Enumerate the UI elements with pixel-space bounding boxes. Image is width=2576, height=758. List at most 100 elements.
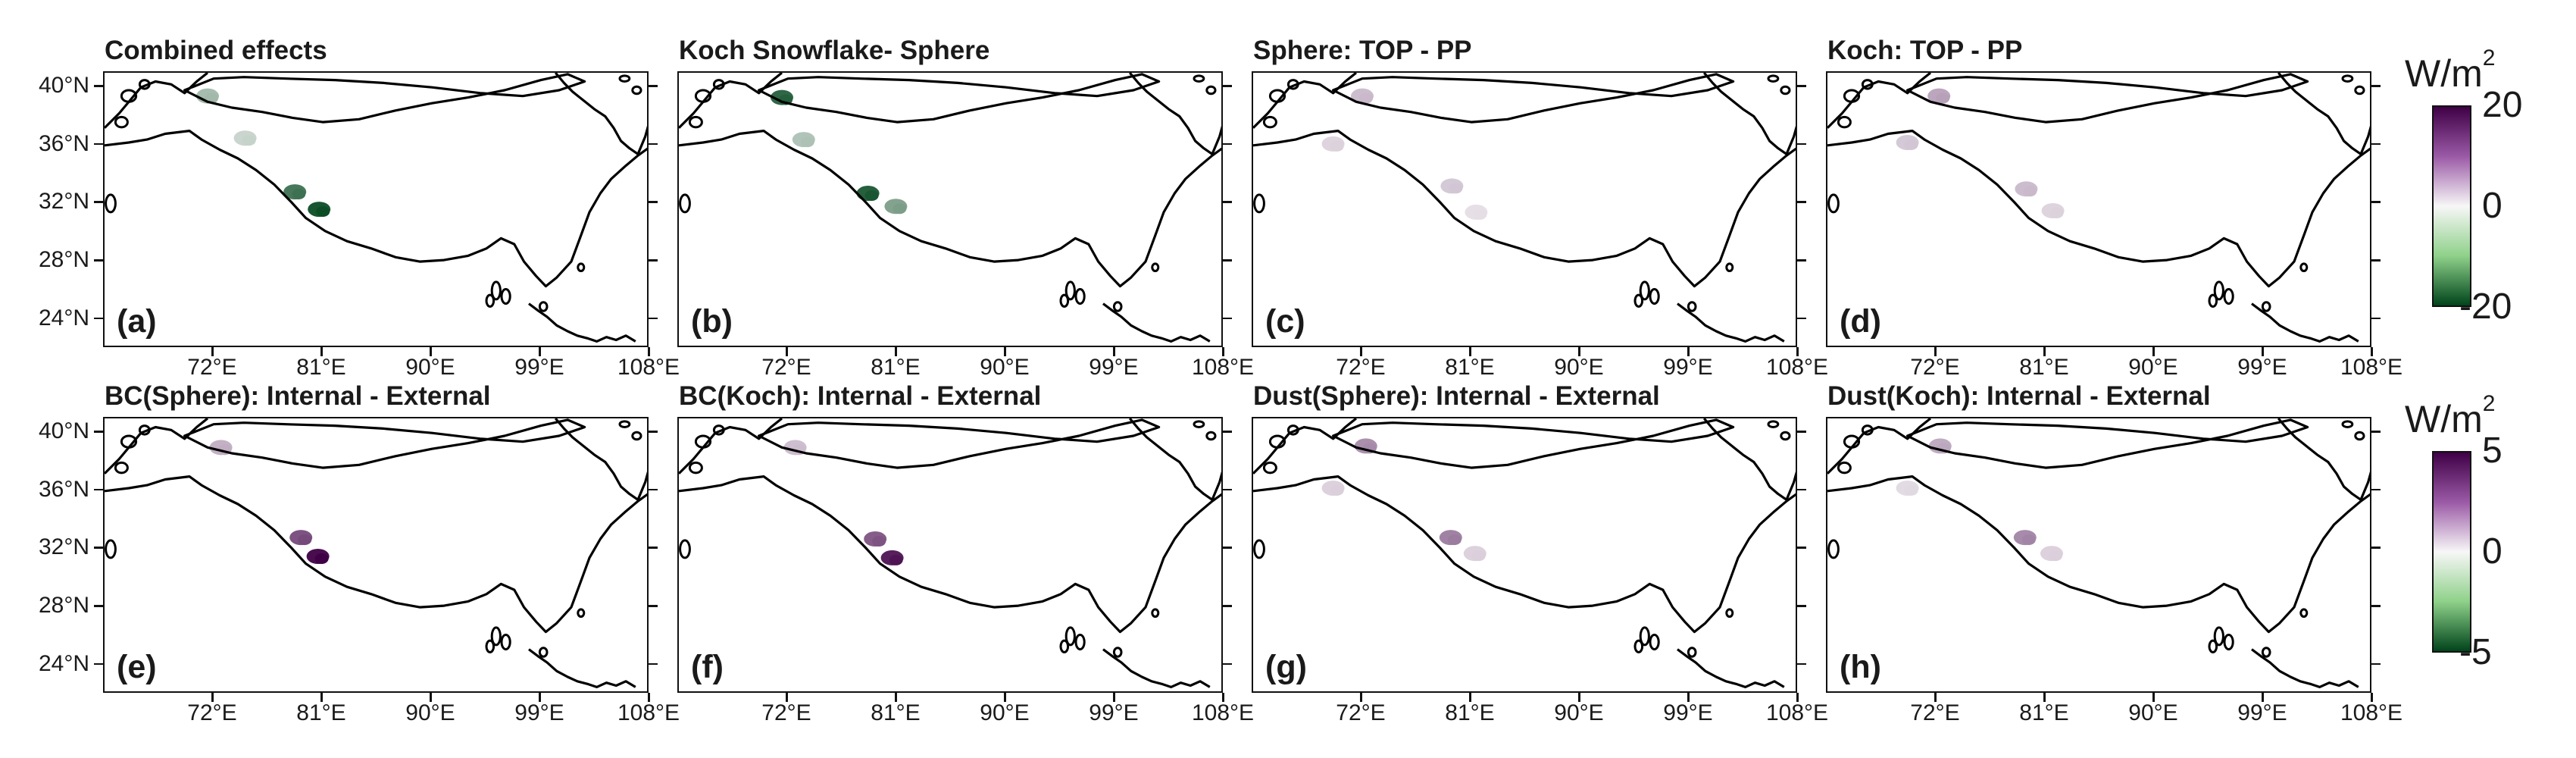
- coast-fragment: [1059, 639, 1070, 653]
- map-panel-g: (g): [1252, 417, 1797, 693]
- x-tick-label: 81°E: [2019, 355, 2069, 380]
- north-boundary: [1827, 418, 1931, 475]
- y-tick-mark: [1797, 605, 1806, 607]
- y-tick-mark: [94, 547, 103, 549]
- y-tick-mark: [2371, 201, 2381, 203]
- coast-fragment: [2261, 647, 2271, 658]
- patch-b-1: [792, 132, 815, 148]
- coast-fragment: [1780, 85, 1791, 96]
- coast-fragment: [490, 626, 502, 647]
- x-tick-label: 81°E: [296, 700, 346, 725]
- y-tick-mark: [2371, 259, 2381, 262]
- coast-fragment: [1112, 647, 1123, 658]
- coast-fragment: [1639, 626, 1650, 647]
- y-tick-mark: [94, 143, 103, 146]
- coast-fragment: [1837, 115, 1852, 129]
- basin-outline: [1332, 73, 1735, 124]
- plateau-boundary: [1827, 475, 2370, 634]
- basin-outline: [1906, 418, 2309, 469]
- plateau-boundary: [105, 475, 647, 634]
- x-tick-label: 90°E: [405, 700, 455, 725]
- coast-fragment: [105, 539, 117, 559]
- x-tick-mark: [1004, 693, 1006, 702]
- y-tick-mark: [1223, 85, 1232, 87]
- map-panel-f: (f): [677, 417, 1223, 693]
- coast-fragment: [1286, 424, 1299, 436]
- y-tick-mark: [94, 259, 103, 262]
- x-tick-label: 99°E: [2237, 355, 2287, 380]
- coast-fragment: [679, 193, 691, 214]
- coast-fragment: [2261, 301, 2271, 312]
- patch-h-2: [2013, 530, 2037, 546]
- x-tick-mark: [1469, 347, 1471, 356]
- coast-fragment: [1861, 79, 1874, 90]
- coast-fragment: [1151, 262, 1160, 273]
- patch-h-3: [2040, 546, 2063, 562]
- map-canvas: [1253, 73, 1796, 343]
- coast-fragment: [1687, 301, 1697, 312]
- x-tick-mark: [2371, 347, 2373, 356]
- north-boundary: [1827, 73, 1931, 129]
- y-tick-mark: [1797, 547, 1806, 549]
- plateau-boundary: [1253, 130, 1796, 288]
- patch-c-1: [1321, 136, 1345, 152]
- basin-outline: [758, 418, 1161, 469]
- colorbar-tick-label: 0: [2482, 531, 2503, 572]
- coast-fragment: [1262, 115, 1277, 129]
- southeast-boundary: [2251, 302, 2359, 343]
- x-tick-label: 90°E: [405, 355, 455, 380]
- x-tick-label: 99°E: [2237, 700, 2287, 725]
- x-tick-label: 81°E: [1445, 700, 1495, 725]
- coast-fragment: [1861, 424, 1874, 436]
- x-tick-mark: [1687, 347, 1690, 356]
- north-boundary: [105, 73, 208, 129]
- map-panel-c: (c): [1252, 71, 1797, 347]
- coast-fragment: [1767, 74, 1780, 83]
- north-boundary: [1253, 418, 1357, 475]
- patch-c-2: [1440, 178, 1464, 194]
- x-tick-label: 99°E: [1089, 355, 1139, 380]
- x-tick-label: 99°E: [514, 355, 564, 380]
- panel-title-g: Dust(Sphere): Internal - External: [1253, 381, 1660, 411]
- colorbar-tick-label: 20: [2482, 85, 2523, 125]
- y-tick-label: 40°N: [38, 418, 89, 444]
- x-tick-mark: [539, 347, 541, 356]
- coast-fragment: [1205, 85, 1217, 96]
- panel-letter-h: (h): [1840, 649, 1881, 685]
- coast-fragment: [1843, 89, 1861, 103]
- map-canvas: [1827, 418, 2370, 688]
- panel-letter-e: (e): [117, 649, 157, 685]
- x-tick-mark: [1578, 693, 1580, 702]
- coast-fragment: [694, 434, 712, 449]
- map-canvas: [1827, 73, 2370, 343]
- x-tick-label: 81°E: [296, 355, 346, 380]
- coast-fragment: [500, 287, 511, 305]
- coast-fragment: [500, 633, 511, 651]
- y-tick-mark: [1797, 143, 1806, 146]
- patch-d-2: [2015, 181, 2038, 197]
- y-tick-mark: [1223, 201, 1232, 203]
- northeast-boundary: [1128, 418, 1221, 501]
- x-tick-label: 108°E: [1765, 355, 1829, 380]
- y-tick-mark: [1797, 431, 1806, 433]
- coast-fragment: [1268, 434, 1286, 449]
- coast-fragment: [490, 280, 502, 301]
- colorbar-tick-label: 0: [2482, 186, 2503, 226]
- patch-a-1: [233, 130, 257, 146]
- x-tick-mark: [1360, 693, 1362, 702]
- y-tick-mark: [1223, 605, 1232, 607]
- southeast-boundary: [1677, 648, 1785, 688]
- coast-fragment: [1687, 647, 1697, 658]
- coast-fragment: [105, 193, 117, 214]
- coast-fragment: [120, 434, 138, 449]
- x-tick-label: 72°E: [187, 355, 237, 380]
- coast-fragment: [2299, 262, 2309, 273]
- x-tick-mark: [430, 693, 432, 702]
- coast-fragment: [631, 431, 642, 441]
- x-tick-label: 108°E: [617, 355, 680, 380]
- patch-d-1: [1896, 134, 1919, 150]
- patch-d-3: [2041, 203, 2065, 218]
- y-tick-mark: [649, 201, 658, 203]
- coast-fragment: [1639, 280, 1650, 301]
- panel-letter-d: (d): [1840, 303, 1881, 340]
